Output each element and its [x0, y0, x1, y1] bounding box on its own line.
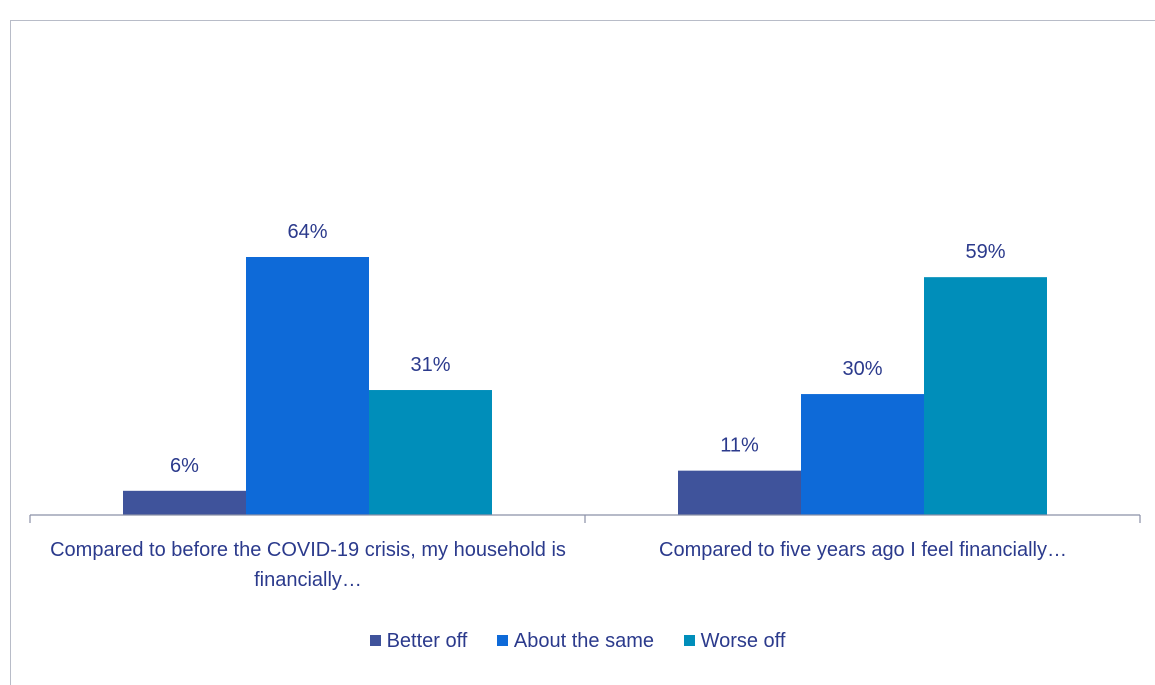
data-label-about-the-same-covid: 64%: [287, 221, 327, 243]
bar-better-off-five-years: [678, 470, 801, 515]
bar-about-the-same-covid: [246, 257, 369, 515]
legend-swatch-worse-off: [683, 635, 695, 646]
bar-about-the-same-five-years: [801, 394, 924, 515]
data-label-worse-off-covid: 31%: [410, 354, 450, 376]
data-label-better-off-five-years: 11%: [720, 435, 759, 457]
legend-swatch-about-the-same: [496, 635, 508, 646]
bar-worse-off-five-years: [924, 277, 1047, 515]
category-label-five-years: Compared to five years ago I feel financ…: [659, 539, 1067, 561]
bars-layer: [123, 257, 1047, 515]
legend-label-worse-off: Worse off: [700, 630, 786, 652]
legend-label-better-off: Better off: [386, 630, 468, 652]
legend-label-about-the-same: About the same: [513, 630, 655, 652]
chart-frame: [10, 20, 1155, 685]
data-labels-layer: 6% 64% 31% 11% 30% 59%: [170, 221, 1006, 477]
legend-item-better-off: Better off: [369, 630, 468, 653]
category-label-covid: Compared to before the COVID-19 crisis, …: [50, 539, 566, 591]
legend-item-about-the-same: About the same: [496, 630, 655, 653]
legend-swatch-better-off: [369, 635, 381, 646]
data-label-better-off-covid: 6%: [170, 455, 199, 477]
chart-legend: Better off About the same Worse off: [0, 630, 1155, 653]
legend-item-worse-off: Worse off: [683, 630, 786, 653]
data-label-worse-off-five-years: 59%: [965, 241, 1005, 263]
bar-better-off-covid: [123, 490, 246, 515]
bar-worse-off-covid: [369, 390, 492, 515]
data-label-about-the-same-five-years: 30%: [842, 358, 882, 380]
